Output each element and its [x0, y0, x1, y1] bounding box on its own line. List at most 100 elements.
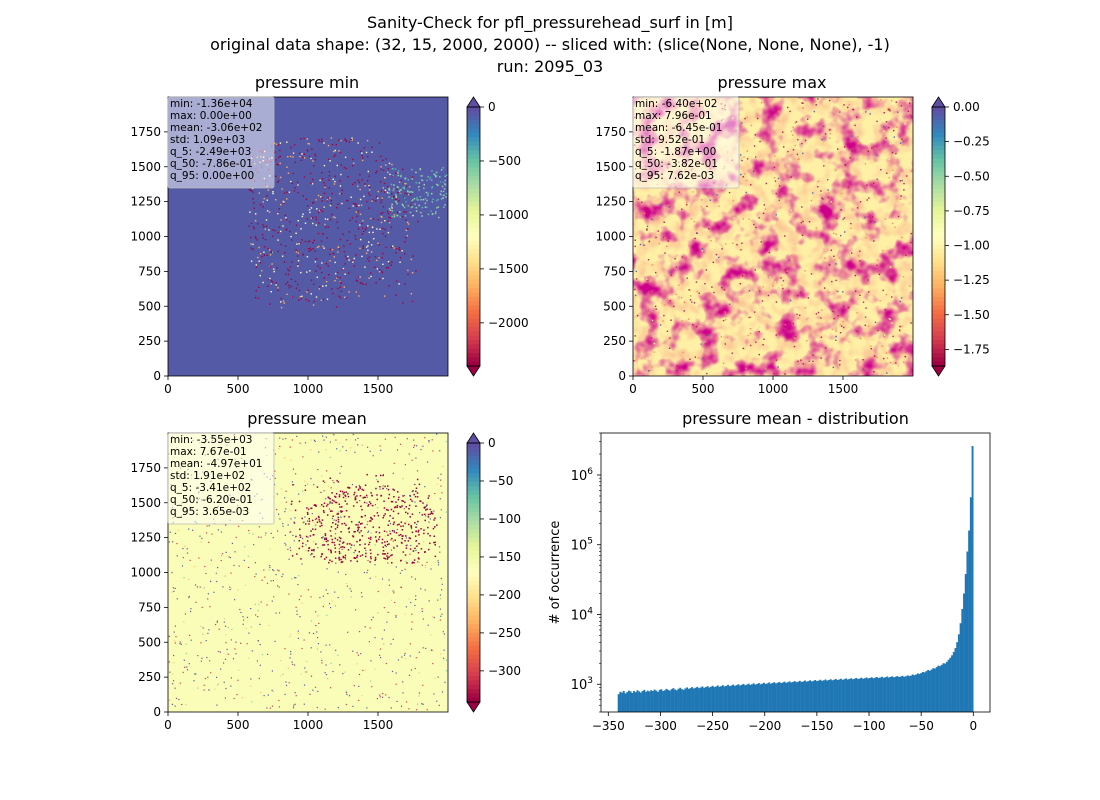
heatmap-pixel — [274, 151, 276, 153]
x-tick-label: −250 — [696, 719, 729, 733]
heatmap-pixel — [859, 201, 862, 203]
colorbar-segment — [932, 227, 945, 233]
heatmap-pixel — [418, 189, 420, 191]
heatmap-pixel — [334, 154, 336, 156]
heatmap-pixel — [401, 500, 403, 502]
heatmap-pixel — [430, 568, 432, 570]
heatmap-pixel — [312, 178, 314, 181]
heatmap-pixel — [199, 535, 201, 537]
colorbar-segment — [467, 344, 480, 350]
heatmap-pixel — [320, 522, 323, 524]
heatmap-pixel — [269, 303, 271, 305]
heatmap-pixel — [715, 253, 718, 256]
heatmap-pixel — [391, 537, 393, 540]
heatmap-pixel — [859, 294, 861, 296]
heatmap-pixel — [243, 559, 245, 561]
heatmap-pixel — [337, 571, 339, 573]
colorbar-segment — [467, 460, 480, 466]
heatmap-pixel — [248, 189, 251, 191]
heatmap-pixel — [361, 227, 364, 229]
heatmap-pixel — [326, 237, 328, 239]
heatmap-pixel — [364, 183, 366, 185]
heatmap-pixel — [422, 618, 424, 620]
heatmap-pixel — [399, 189, 402, 191]
colorbar-segment — [932, 266, 945, 272]
heatmap-pixel — [357, 444, 359, 446]
heatmap-pixel — [338, 559, 341, 561]
heatmap-pixel — [266, 254, 268, 257]
heatmap-pixel — [402, 535, 404, 537]
heatmap-pixel — [901, 236, 903, 239]
histogram-bar — [800, 681, 803, 712]
heatmap-pixel — [808, 360, 811, 362]
heatmap-pixel — [278, 513, 280, 515]
heatmap-pixel — [436, 524, 438, 526]
histogram-bar — [742, 683, 745, 712]
heatmap-pixel — [329, 501, 331, 503]
heatmap-pixel — [224, 575, 227, 577]
heatmap-pixel — [307, 248, 310, 250]
heatmap-pixel — [330, 550, 332, 553]
heatmap-pixel — [411, 191, 414, 193]
heatmap-pixel — [339, 185, 342, 187]
heatmap-pixel — [739, 197, 741, 199]
colorbar-tick-label: −100 — [488, 512, 521, 526]
heatmap-pixel — [330, 200, 332, 202]
heatmap-pixel — [910, 322, 912, 324]
histogram-title: pressure mean - distribution — [682, 409, 909, 428]
heatmap-pixel — [414, 667, 416, 670]
heatmap-pixel — [330, 137, 332, 139]
histogram-bar — [951, 655, 953, 712]
heatmap-pixel — [292, 705, 295, 708]
stats-line: std: 1.09e+03 — [170, 134, 245, 146]
heatmap-pixel — [360, 592, 363, 594]
colorbar-segment — [932, 197, 945, 203]
heatmap-pixel — [415, 526, 417, 528]
heatmap-pixel — [372, 231, 374, 234]
heatmap-pixel — [342, 542, 344, 544]
heatmap-pixel — [325, 644, 327, 646]
heatmap-pixel — [702, 357, 704, 360]
histogram-bar — [957, 634, 960, 712]
heatmap-pixel — [272, 235, 274, 238]
heatmap-pixel — [330, 535, 332, 537]
heatmap-pixel — [329, 248, 331, 251]
heatmap-pixel — [310, 647, 312, 649]
heatmap-pixel — [421, 514, 424, 516]
heatmap-pixel — [784, 235, 786, 237]
heatmap-pixel — [351, 137, 353, 139]
heatmap-pixel — [670, 271, 672, 273]
heatmap-pixel — [334, 591, 336, 593]
heatmap-pixel — [321, 475, 323, 477]
heatmap-pixel — [293, 484, 295, 486]
heatmap-pixel — [317, 643, 319, 645]
heatmap-pixel — [402, 681, 404, 683]
y-tick-label: 1000 — [130, 230, 161, 244]
heatmap-pixel — [430, 634, 432, 636]
heatmap-pixel — [829, 129, 831, 131]
heatmap-pixel — [866, 184, 868, 186]
heatmap-pixel — [173, 654, 175, 657]
heatmap-pixel — [281, 576, 283, 578]
histogram-bar — [908, 676, 911, 712]
heatmap-pixel — [220, 531, 222, 533]
colorbar-segment — [467, 658, 480, 664]
heatmap-pixel — [667, 204, 669, 206]
x-tick-label: 0 — [969, 719, 977, 733]
heatmap-pixel — [864, 163, 867, 165]
colorbar-segment — [932, 288, 945, 294]
histogram-bar — [668, 690, 671, 712]
heatmap-pixel — [387, 267, 390, 269]
heatmap-pixel — [337, 512, 339, 515]
heatmap-pixel — [298, 152, 301, 154]
heatmap-pixel — [342, 233, 344, 235]
heatmap-pixel — [297, 191, 299, 194]
heatmap-pixel — [198, 557, 200, 559]
heatmap-pixel — [383, 557, 385, 559]
heatmap-pixel — [743, 156, 745, 158]
histogram-bar — [624, 693, 627, 712]
heatmap-pixel — [752, 114, 754, 116]
heatmap-pixel — [709, 199, 712, 201]
heatmap-pixel — [235, 653, 237, 655]
heatmap-pixel — [436, 183, 438, 186]
